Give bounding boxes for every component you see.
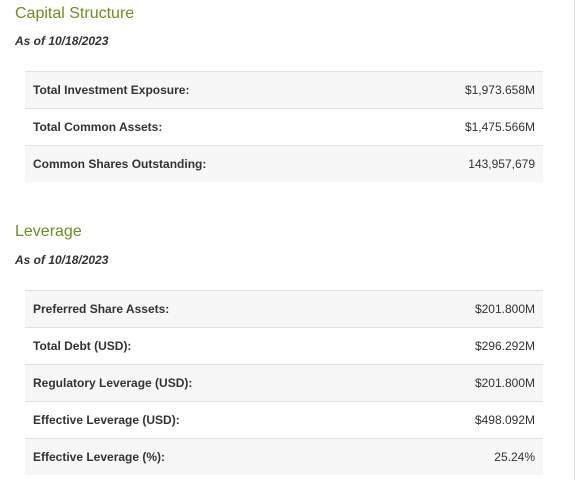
row-label: Regulatory Leverage (USD): bbox=[33, 376, 193, 390]
row-label: Common Shares Outstanding: bbox=[33, 157, 207, 171]
leverage-table: Preferred Share Assets: $201.800M Total … bbox=[25, 290, 543, 475]
table-row: Total Investment Exposure: $1,973.658M bbox=[25, 72, 543, 109]
table-row: Regulatory Leverage (USD): $201.800M bbox=[25, 365, 543, 402]
row-value: $1,475.566M bbox=[464, 120, 535, 134]
leverage-as-of: As of 10/18/2023 bbox=[15, 253, 109, 267]
capital-structure-table: Total Investment Exposure: $1,973.658M T… bbox=[25, 71, 543, 182]
leverage-title: Leverage bbox=[15, 223, 82, 240]
row-label: Total Common Assets: bbox=[33, 120, 163, 134]
row-label: Total Investment Exposure: bbox=[33, 83, 190, 97]
row-label: Effective Leverage (%): bbox=[33, 450, 166, 464]
row-value: $1,973.658M bbox=[464, 83, 535, 97]
table-row: Effective Leverage (USD): $498.092M bbox=[25, 402, 543, 439]
row-value: $201.800M bbox=[474, 376, 535, 390]
capital-structure-as-of: As of 10/18/2023 bbox=[15, 34, 109, 48]
row-value: 25.24% bbox=[494, 450, 535, 464]
panel-divider bbox=[574, 0, 575, 480]
row-label: Effective Leverage (USD): bbox=[33, 413, 180, 427]
table-row: Effective Leverage (%): 25.24% bbox=[25, 439, 543, 475]
table-row: Preferred Share Assets: $201.800M bbox=[25, 291, 543, 328]
row-value: $498.092M bbox=[474, 413, 535, 427]
row-value: $201.800M bbox=[474, 302, 535, 316]
table-row: Total Debt (USD): $296.292M bbox=[25, 328, 543, 365]
table-row: Common Shares Outstanding: 143,957,679 bbox=[25, 146, 543, 182]
row-value: $296.292M bbox=[474, 339, 535, 353]
row-label: Preferred Share Assets: bbox=[33, 302, 170, 316]
capital-structure-title: Capital Structure bbox=[15, 5, 135, 22]
table-row: Total Common Assets: $1,475.566M bbox=[25, 109, 543, 146]
row-label: Total Debt (USD): bbox=[33, 339, 132, 353]
row-value: 143,957,679 bbox=[468, 157, 535, 171]
